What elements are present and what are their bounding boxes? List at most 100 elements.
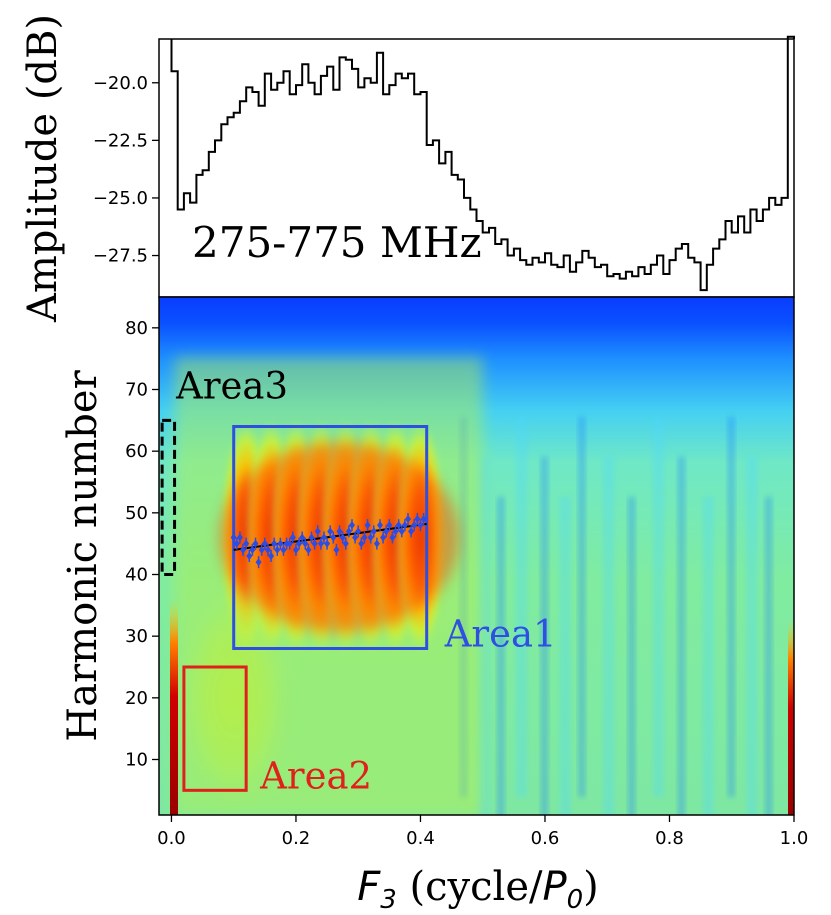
peak-point: [236, 533, 243, 542]
peak-point: [246, 552, 253, 560]
peak-point: [373, 539, 380, 548]
peak-point: [320, 533, 327, 542]
region-boxes: Area1 Area2 Area3: [160, 364, 557, 797]
spectrum-step-line: [170, 35, 795, 292]
region-label-area1: Area1: [444, 613, 557, 656]
heatmap-x-tick-label: 0.6: [531, 828, 560, 849]
peak-point: [280, 545, 287, 554]
peak-point: [392, 527, 399, 536]
peak-point: [330, 533, 337, 542]
top-y-tick-label: −27.5: [93, 246, 148, 267]
peak-point: [342, 539, 349, 548]
peak-point: [355, 527, 362, 536]
peak-point: [305, 545, 312, 554]
heatmap-y-tick-label: 10: [125, 750, 148, 771]
peak-point: [299, 533, 306, 542]
peak-point: [398, 527, 405, 536]
peak-point: [386, 521, 393, 530]
peak-point: [358, 539, 365, 548]
peak-point: [302, 539, 309, 548]
peak-point: [286, 539, 293, 548]
peak-point: [389, 533, 396, 542]
top-y-tick-label: −20.0: [93, 73, 148, 94]
peak-point: [243, 539, 250, 548]
peak-point: [367, 533, 374, 542]
peak-point: [333, 545, 340, 554]
peak-point: [364, 521, 371, 530]
peak-point: [361, 533, 368, 542]
peak-point: [314, 527, 321, 536]
top-y-tick-label: −25.0: [93, 188, 148, 209]
peak-point: [339, 533, 346, 542]
heatmap-x-tick-label: 0.8: [655, 828, 684, 849]
frequency-range-annotation: 275-775 MHz: [192, 218, 482, 267]
amplitude-axis-label: Amplitude (dB): [20, 14, 66, 323]
peak-point: [352, 533, 359, 542]
region-label-area3: Area3: [175, 364, 288, 407]
top-y-ticks: −20.0 −22.5 −25.0 −27.5: [93, 73, 159, 267]
heatmap-x-tick-label: 1.0: [780, 828, 809, 849]
peak-point: [411, 521, 418, 530]
peak-point: [345, 527, 352, 536]
peak-point: [264, 545, 271, 554]
peak-point: [311, 539, 318, 548]
heatmap-y-tick-label: 20: [125, 688, 148, 709]
peak-point: [405, 515, 412, 523]
peak-point: [380, 533, 387, 542]
peak-point: [292, 545, 299, 554]
peak-point: [327, 527, 334, 536]
x-label-symbol-2: P: [542, 864, 567, 910]
heatmap-image: [159, 297, 794, 815]
peak-point: [233, 539, 240, 548]
peak-point: [274, 545, 281, 554]
peak-point: [258, 545, 265, 554]
peak-point: [271, 539, 278, 548]
peak-point: [252, 539, 259, 548]
peak-point: [308, 533, 315, 542]
peak-point: [383, 527, 390, 536]
peak-point: [420, 515, 427, 523]
peak-point: [414, 515, 421, 523]
peak-point: [296, 539, 303, 548]
heatmap-y-tick-label: 30: [125, 626, 148, 647]
peak-point: [408, 527, 415, 536]
heatmap-x-ticks: 0.0 0.2 0.4 0.6 0.8 1.0: [157, 815, 808, 849]
peak-point: [348, 521, 355, 530]
heatmap-axes-frame: [158, 296, 795, 816]
x-label-close: ): [583, 864, 599, 910]
peak-point: [324, 539, 331, 548]
top-panel: 275-775 MHz −20.0 −22.5 −25.0 −27.5 Amplitu…: [20, 14, 795, 323]
heatmap-y-ticks: 10 20 30 40 50 60 70 80: [125, 318, 159, 771]
peak-point: [377, 521, 384, 530]
peak-point: [370, 527, 377, 536]
peak-point: [277, 539, 284, 548]
heatmap-x-tick-label: 0.4: [406, 828, 435, 849]
peak-point: [317, 539, 324, 548]
peak-point: [336, 527, 343, 536]
heatmap-x-axis-label: F3 (cycle/P0): [357, 864, 599, 915]
x-label-subscript: 3: [380, 885, 397, 915]
peak-point: [230, 533, 237, 542]
region-box-area2: [182, 665, 248, 792]
x-label-symbol: F: [357, 864, 381, 910]
x-label-units: (cycle/: [397, 864, 543, 910]
top-y-tick-label: −22.5: [93, 130, 148, 151]
peak-point: [249, 545, 256, 554]
heatmap-y-tick-label: 60: [125, 441, 148, 462]
harmonic-axis-label: Harmonic number: [60, 369, 106, 741]
peak-point: [395, 521, 402, 530]
region-box-area3: [160, 418, 177, 577]
heatmap-y-tick-label: 40: [125, 565, 148, 586]
heatmap-x-tick-label: 0.0: [157, 828, 186, 849]
heatmap-y-tick-label: 50: [125, 503, 148, 524]
peak-point: [283, 539, 290, 548]
heatmap-x-tick-label: 0.2: [282, 828, 311, 849]
peak-point: [240, 545, 247, 554]
peak-point: [417, 521, 424, 530]
heatmap-y-tick-label: 80: [125, 318, 148, 339]
heatmap-y-tick-label: 70: [125, 380, 148, 401]
peak-point: [268, 552, 275, 560]
peak-point: [289, 533, 296, 542]
